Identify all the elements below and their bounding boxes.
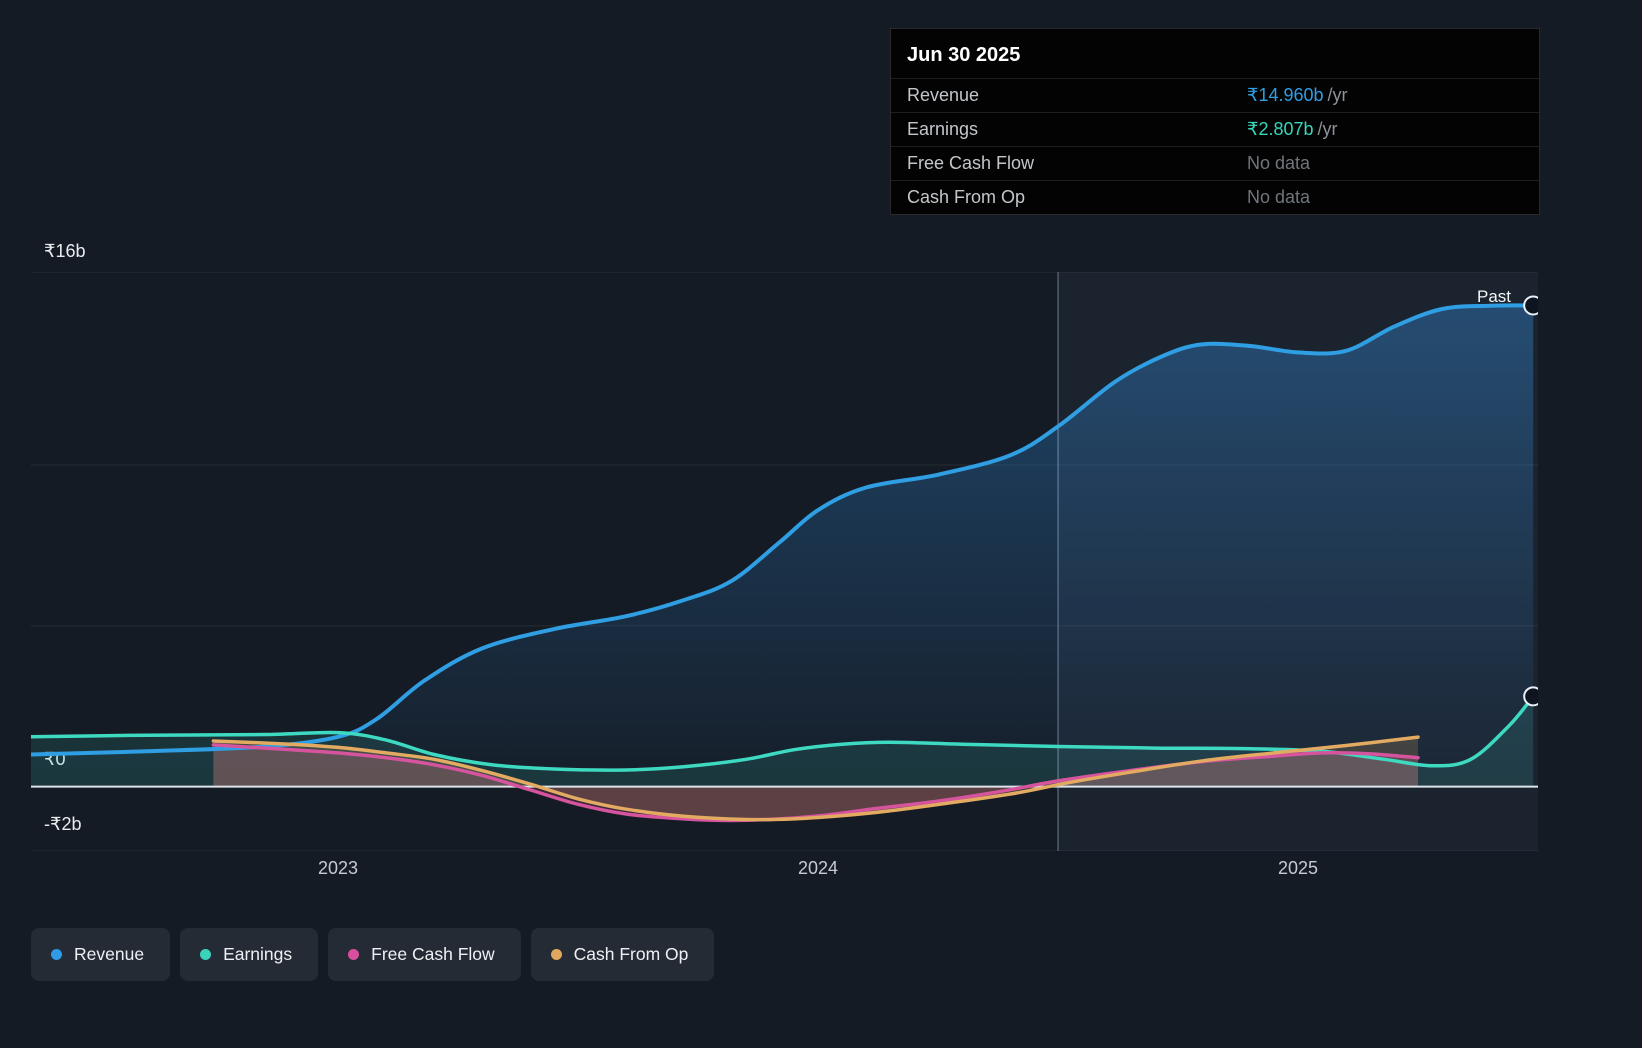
tooltip-row-label: Free Cash Flow <box>907 153 1035 173</box>
legend-item-cash-from-op[interactable]: Cash From Op <box>530 928 715 981</box>
tooltip-row-value-wrap: ₹14.960b/yr <box>1247 85 1523 106</box>
tooltip-row-label: Earnings <box>907 119 979 139</box>
tooltip-row-suffix: /yr <box>1317 119 1338 139</box>
legend-item-label: Free Cash Flow <box>371 944 495 964</box>
revenue-legend-dot-icon <box>51 949 62 960</box>
chart-canvas[interactable] <box>31 272 1538 851</box>
y-axis-label-16b: ₹16b <box>44 241 86 261</box>
legend-item-free-cash-flow[interactable]: Free Cash Flow <box>328 928 521 981</box>
tooltip-row-revenue: Revenue ₹14.960b/yr <box>891 78 1539 112</box>
legend-item-label: Revenue <box>74 944 145 964</box>
tooltip-row-value: No data <box>1247 187 1311 207</box>
free-cash-flow-legend-dot-icon <box>348 949 360 960</box>
tooltip-row-free-cash-flow: Free Cash Flow No data <box>891 146 1539 180</box>
tooltip-row-value-wrap: ₹2.807b/yr <box>1247 119 1523 140</box>
tooltip-row-earnings: Earnings ₹2.807b/yr <box>891 112 1539 146</box>
tooltip-row-value: ₹14.960b <box>1247 85 1324 105</box>
tooltip-row-label: Revenue <box>907 85 980 105</box>
cash-from-op-legend-dot-icon <box>550 949 562 960</box>
legend-item-revenue[interactable]: Revenue <box>31 928 171 981</box>
x-axis-label-2023: 2023 <box>317 858 359 878</box>
tooltip-row-label: Cash From Op <box>907 187 1026 207</box>
tooltip-row-cash-from-op: Cash From Op No data <box>891 180 1539 214</box>
tooltip-panel: Jun 30 2025 Revenue ₹14.960b/yr Earnings… <box>890 28 1540 215</box>
tooltip-row-suffix: /yr <box>1327 85 1348 105</box>
x-axis-label-2025: 2025 <box>1277 858 1319 878</box>
legend-item-label: Cash From Op <box>573 944 689 964</box>
earnings-legend-dot-icon <box>200 949 212 960</box>
tooltip-row-value-wrap: No data <box>1247 187 1523 208</box>
tooltip-row-value: No data <box>1247 153 1311 173</box>
y-axis-label-neg2b: -₹2b <box>44 814 82 834</box>
x-axis-label-2024: 2024 <box>797 858 839 878</box>
past-label: Past <box>1477 287 1512 306</box>
legend-item-earnings[interactable]: Earnings <box>180 928 319 981</box>
legend-item-label: Earnings <box>223 944 293 964</box>
tooltip-row-value-wrap: No data <box>1247 153 1523 174</box>
legend: Revenue Earnings Free Cash Flow Cash Fro… <box>31 928 715 981</box>
tooltip-row-value: ₹2.807b <box>1247 119 1314 139</box>
tooltip-date: Jun 30 2025 <box>907 44 1021 66</box>
